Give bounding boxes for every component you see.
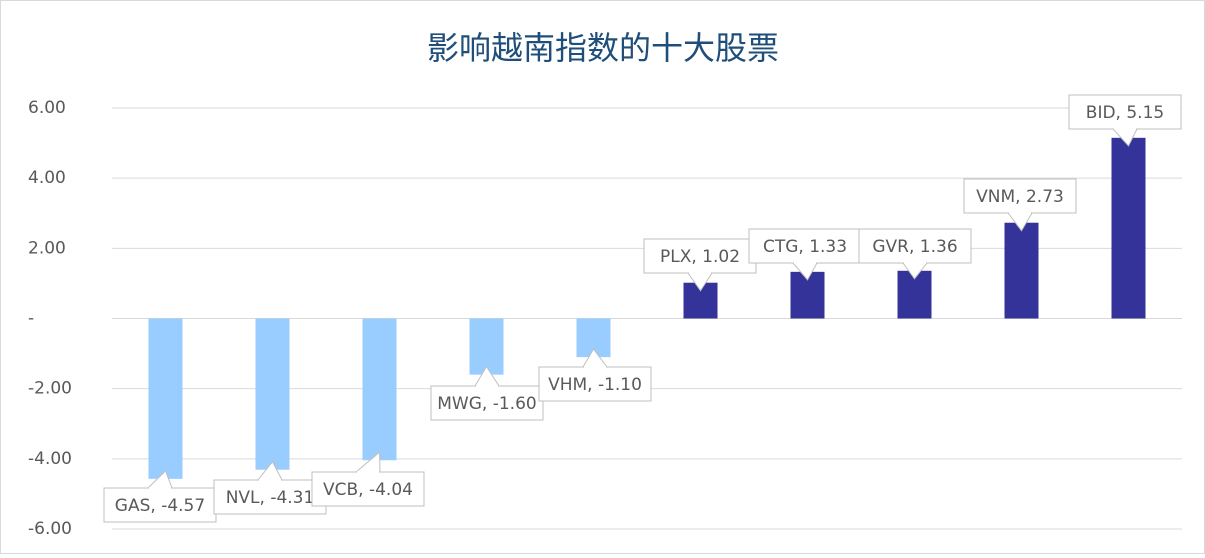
data-label: PLX, 1.02 [660, 247, 740, 267]
chart-title: 影响越南指数的十大股票 [427, 29, 779, 67]
bar [1004, 222, 1039, 319]
y-tick-label: 4.00 [28, 168, 66, 188]
y-tick-label: 2.00 [28, 238, 66, 258]
data-label-box [858, 228, 972, 264]
data-label: NVL, -4.31 [226, 488, 315, 508]
data-label-box [538, 366, 652, 402]
y-tick-label: -4.00 [28, 449, 72, 469]
y-tick-label: - [28, 309, 34, 329]
data-label-box [430, 385, 544, 421]
data-label-box [748, 228, 862, 264]
data-label-box [643, 238, 757, 274]
data-label: BID, 5.15 [1086, 103, 1164, 123]
data-label: VCB, -4.04 [323, 480, 413, 500]
y-tick-label: -2.00 [28, 379, 72, 399]
bar [148, 318, 183, 479]
data-label: GVR, 1.36 [872, 237, 957, 257]
data-label-box [1068, 94, 1182, 130]
bar [255, 318, 290, 470]
bar [1111, 137, 1146, 319]
data-label: GAS, -4.57 [115, 496, 205, 516]
data-label: VNM, 2.73 [976, 187, 1064, 207]
bar [362, 318, 397, 461]
bar [469, 318, 504, 375]
data-label: CTG, 1.33 [763, 237, 847, 257]
y-tick-label: 6.00 [28, 98, 66, 118]
data-label-box [311, 471, 425, 507]
data-label: VHM, -1.10 [548, 375, 642, 395]
y-tick-label: -6.00 [28, 519, 72, 539]
data-label: MWG, -1.60 [437, 394, 536, 414]
